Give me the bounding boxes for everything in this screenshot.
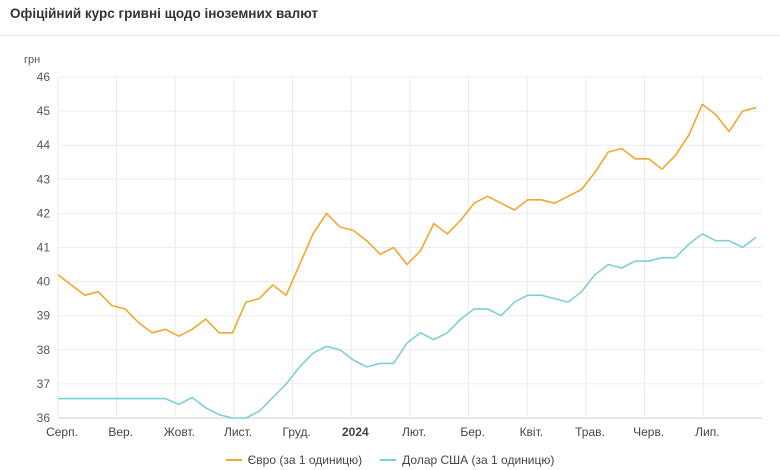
x-tick-label: 2024: [342, 425, 369, 439]
chart-legend: Євро (за 1 одиницю) Долар США (за 1 один…: [0, 453, 780, 467]
x-tick-label: Лют.: [402, 425, 426, 439]
x-tick-label: Серп.: [46, 425, 78, 439]
legend-label-usd: Долар США (за 1 одиницю): [402, 453, 555, 467]
x-tick-label: Лип.: [695, 425, 719, 439]
title-divider: [0, 35, 780, 36]
x-tick-label: Груд.: [283, 425, 311, 439]
y-tick-label: 42: [37, 206, 51, 220]
y-tick-label: 46: [37, 70, 51, 84]
x-tick-label: Бер.: [460, 425, 485, 439]
y-tick-label: 45: [37, 104, 51, 118]
x-tick-label: Жовт.: [164, 425, 195, 439]
legend-item-eur[interactable]: Євро (за 1 одиницю): [225, 453, 363, 467]
exchange-rate-chart: грн 36 37 38 39 40 41 42 43 44 45 46 Серп. Вер. Жовт…: [24, 54, 762, 439]
legend-label-eur: Євро (за 1 одиницю): [247, 453, 363, 467]
x-tick-label: Квіт.: [520, 425, 544, 439]
x-tick-label: Трав.: [575, 425, 605, 439]
x-tick-label: Черв.: [633, 425, 664, 439]
series-line-usd: [58, 233, 757, 419]
series-line-eur: [57, 103, 757, 337]
legend-item-usd[interactable]: Долар США (за 1 одиницю): [380, 453, 554, 467]
y-tick-label: 44: [37, 138, 51, 152]
y-tick-label: 40: [37, 275, 51, 289]
y-tick-label: 39: [37, 309, 51, 323]
legend-swatch-eur: [225, 459, 242, 461]
y-tick-label: 37: [37, 377, 51, 391]
y-tick-label: 36: [37, 411, 51, 425]
y-axis-label: грн: [24, 54, 40, 66]
y-tick-label: 41: [37, 241, 51, 255]
x-tick-label: Лист.: [224, 425, 252, 439]
legend-swatch-usd: [380, 459, 397, 461]
x-tick-label: Вер.: [108, 425, 133, 439]
y-tick-label: 43: [37, 172, 51, 186]
page-title: Офіційний курс гривні щодо іноземних вал…: [10, 6, 319, 21]
y-tick-label: 38: [37, 343, 51, 357]
